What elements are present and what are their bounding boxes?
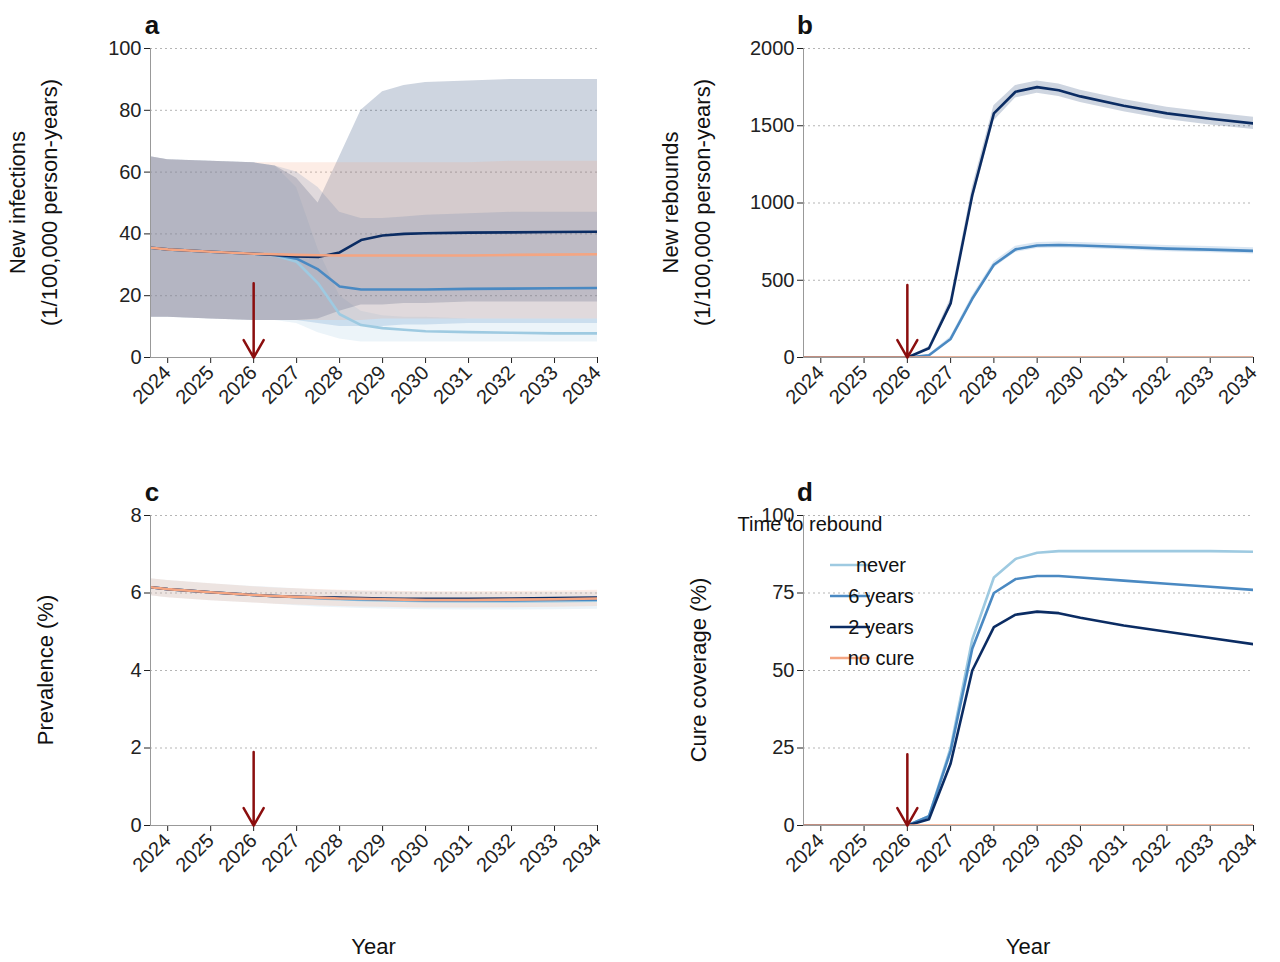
svg-text:2029: 2029 (343, 361, 390, 408)
svg-text:Year: Year (1006, 934, 1050, 959)
svg-text:Prevalence (%): Prevalence (%) (33, 595, 58, 745)
svg-text:2030: 2030 (386, 361, 433, 408)
svg-text:2026: 2026 (214, 829, 261, 876)
svg-text:2024: 2024 (781, 829, 828, 876)
svg-text:2033: 2033 (1171, 829, 1218, 876)
svg-text:2028: 2028 (954, 361, 1001, 408)
svg-text:2025: 2025 (171, 829, 218, 876)
svg-text:a: a (145, 10, 160, 40)
svg-text:New infections: New infections (5, 131, 30, 274)
svg-text:no cure: no cure (848, 647, 915, 669)
svg-text:2028: 2028 (300, 829, 347, 876)
svg-text:(1/100,000 person-years): (1/100,000 person-years) (37, 79, 62, 326)
svg-text:2026: 2026 (868, 361, 915, 408)
svg-text:2027: 2027 (911, 361, 958, 408)
svg-text:2029: 2029 (997, 361, 1044, 408)
svg-text:2024: 2024 (128, 829, 175, 876)
svg-text:2026: 2026 (868, 829, 915, 876)
svg-text:2 years: 2 years (848, 616, 914, 638)
svg-text:2030: 2030 (1041, 829, 1088, 876)
svg-text:2028: 2028 (300, 361, 347, 408)
svg-text:0: 0 (130, 814, 141, 836)
svg-text:2033: 2033 (1171, 361, 1218, 408)
svg-text:2032: 2032 (472, 829, 519, 876)
svg-text:2029: 2029 (343, 829, 390, 876)
svg-text:2034: 2034 (558, 361, 605, 408)
svg-text:20: 20 (119, 284, 141, 306)
svg-text:2031: 2031 (1084, 829, 1131, 876)
svg-text:2026: 2026 (214, 361, 261, 408)
svg-text:60: 60 (119, 161, 141, 183)
svg-text:2027: 2027 (911, 829, 958, 876)
svg-text:2024: 2024 (128, 361, 175, 408)
svg-text:8: 8 (130, 504, 141, 526)
svg-text:2032: 2032 (472, 361, 519, 408)
svg-text:2032: 2032 (1127, 361, 1174, 408)
svg-text:2030: 2030 (1041, 361, 1088, 408)
svg-text:2034: 2034 (558, 829, 605, 876)
svg-text:1000: 1000 (750, 191, 795, 213)
svg-text:2030: 2030 (386, 829, 433, 876)
svg-text:6: 6 (130, 581, 141, 603)
svg-text:Year: Year (351, 934, 395, 959)
svg-text:2033: 2033 (515, 829, 562, 876)
svg-text:2031: 2031 (1084, 361, 1131, 408)
svg-text:1500: 1500 (750, 114, 795, 136)
svg-text:c: c (145, 481, 159, 507)
svg-text:500: 500 (761, 269, 794, 291)
svg-text:2024: 2024 (781, 361, 828, 408)
svg-text:2025: 2025 (824, 361, 871, 408)
svg-text:2034: 2034 (1214, 361, 1261, 408)
svg-text:75: 75 (772, 581, 794, 603)
svg-text:b: b (797, 10, 813, 40)
svg-text:0: 0 (783, 346, 794, 368)
svg-text:2031: 2031 (429, 361, 476, 408)
svg-text:2025: 2025 (171, 361, 218, 408)
svg-text:never: never (856, 554, 906, 576)
svg-text:0: 0 (783, 814, 794, 836)
svg-text:100: 100 (108, 37, 141, 59)
svg-text:2: 2 (130, 736, 141, 758)
svg-text:40: 40 (119, 222, 141, 244)
svg-text:4: 4 (130, 659, 141, 681)
svg-text:2034: 2034 (1214, 829, 1261, 876)
svg-text:2025: 2025 (824, 829, 871, 876)
svg-text:New rebounds: New rebounds (658, 132, 683, 274)
svg-text:2031: 2031 (429, 829, 476, 876)
svg-text:0: 0 (130, 346, 141, 368)
svg-text:2027: 2027 (257, 361, 304, 408)
svg-text:2027: 2027 (257, 829, 304, 876)
svg-text:2028: 2028 (954, 829, 1001, 876)
svg-text:2032: 2032 (1127, 829, 1174, 876)
svg-text:d: d (797, 481, 813, 507)
svg-text:2033: 2033 (515, 361, 562, 408)
svg-text:2000: 2000 (750, 37, 795, 59)
svg-text:25: 25 (772, 736, 794, 758)
svg-text:80: 80 (119, 99, 141, 121)
svg-text:Time to rebound: Time to rebound (738, 513, 883, 535)
svg-text:Cure coverage (%): Cure coverage (%) (686, 578, 711, 763)
svg-text:2029: 2029 (997, 829, 1044, 876)
svg-text:50: 50 (772, 659, 794, 681)
svg-text:(1/100,000 person-years): (1/100,000 person-years) (690, 79, 715, 326)
svg-text:6 years: 6 years (848, 585, 914, 607)
